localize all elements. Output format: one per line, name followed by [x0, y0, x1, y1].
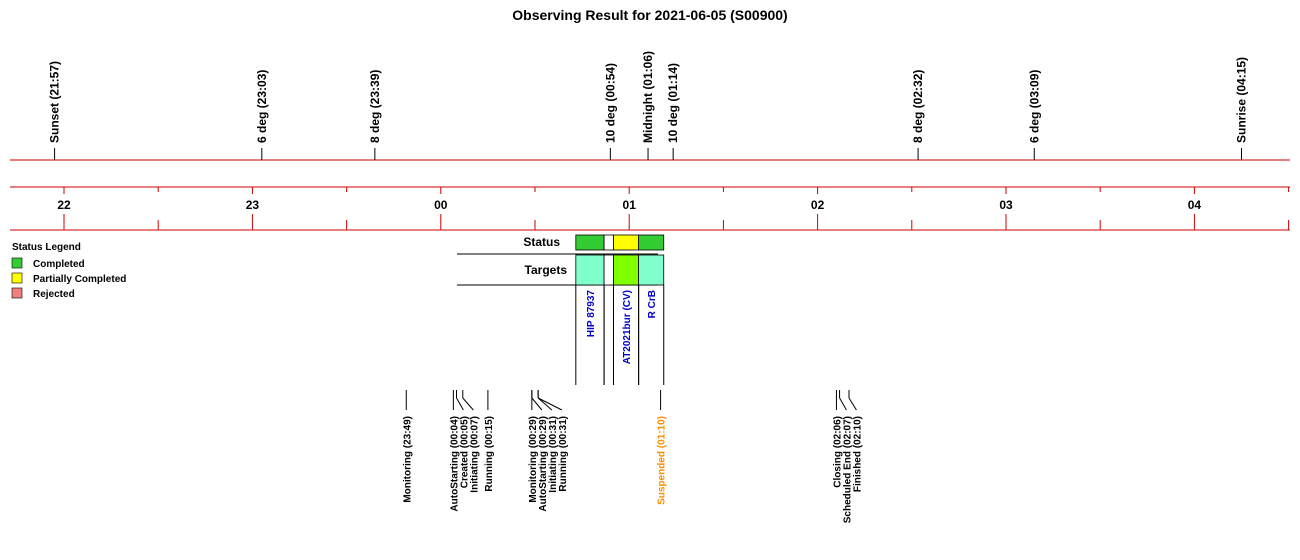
event-label: Initiating (00:31) [548, 416, 559, 493]
event-label: Finished (02:10) [852, 416, 863, 492]
status-legend: Status Legend Completed Partially Complet… [11, 242, 126, 300]
event-label: AutoStarting (00:29) [538, 416, 549, 512]
time-tick-label: 23 [246, 198, 260, 212]
time-tick-label: 22 [57, 198, 71, 212]
status-block [575, 234, 605, 251]
sun-event-label: 8 deg (23:39) [368, 70, 382, 143]
target-name-label: R CrB [647, 290, 658, 318]
sun-event-label: Sunset (21:57) [48, 61, 62, 143]
event-label: Scheduled End (02:07) [842, 416, 853, 523]
sun-event-label: 6 deg (23:03) [255, 70, 269, 143]
time-axis: 22 23 00 01 02 03 04 [10, 186, 1290, 231]
event-label: Closing (02:06) [832, 416, 843, 488]
event-label: Initiating (00:07) [469, 416, 480, 493]
event-log-group: Monitoring (23:49) AutoStarting (00:04) Cr… [402, 390, 863, 523]
event-leader [537, 397, 553, 411]
event-leader [848, 397, 857, 411]
event-label: Monitoring (00:29) [528, 416, 539, 503]
time-tick-label: 02 [811, 198, 825, 212]
status-block [603, 234, 614, 251]
target-block [613, 254, 640, 286]
status-block [613, 234, 640, 251]
event-label: Monitoring (23:49) [402, 416, 413, 503]
event-label: AutoStarting (00:04) [449, 416, 460, 512]
target-name-label: HIP 87937 [586, 290, 597, 338]
event-label: Running (00:15) [484, 416, 495, 492]
time-tick-label: 01 [623, 198, 637, 212]
event-leader [839, 397, 847, 411]
sun-event-label: Midnight (01:06) [641, 51, 655, 143]
event-label: Created (00:05) [459, 416, 470, 488]
target-block [638, 254, 665, 286]
sun-event-label: 10 deg (01:14) [666, 63, 680, 143]
sun-event-label: 10 deg (00:54) [603, 63, 617, 143]
target-name-label: AT2021bur (CV) [622, 290, 633, 364]
sun-events-group: Sunset (21:57) 6 deg (23:03) 8 deg (23:39)… [10, 51, 1290, 161]
targets-row-label: Targets [525, 263, 568, 277]
sun-event-label: Sunrise (04:15) [1235, 57, 1249, 143]
chart-title: Observing Result for 2021-06-05 (S00900) [512, 7, 787, 23]
legend-item-label: Rejected [33, 289, 75, 300]
target-block [603, 254, 614, 286]
event-leader [456, 397, 464, 411]
legend-title: Status Legend [12, 242, 81, 253]
legend-item-label: Partially Completed [33, 274, 126, 285]
time-tick-label: 03 [999, 198, 1013, 212]
event-label: Running (00:31) [558, 416, 569, 492]
legend-swatch [11, 257, 23, 269]
sun-event-label: 8 deg (02:32) [911, 70, 925, 143]
event-leader [531, 397, 543, 411]
event-leader [537, 397, 563, 411]
target-block [575, 254, 605, 286]
sun-event-label: 6 deg (03:09) [1027, 70, 1041, 143]
legend-swatch [11, 287, 23, 299]
time-tick-label: 00 [434, 198, 448, 212]
status-block [638, 234, 665, 251]
legend-swatch [11, 272, 23, 284]
status-row-label: Status [523, 235, 560, 249]
event-leader [462, 397, 474, 411]
time-tick-label: 04 [1188, 198, 1202, 212]
status-target-rows: Status Targets HIP 87937 AT2021bur (CV) R … [457, 234, 665, 385]
legend-item-label: Completed [33, 259, 85, 270]
event-label: Suspended (01:10) [657, 416, 668, 505]
